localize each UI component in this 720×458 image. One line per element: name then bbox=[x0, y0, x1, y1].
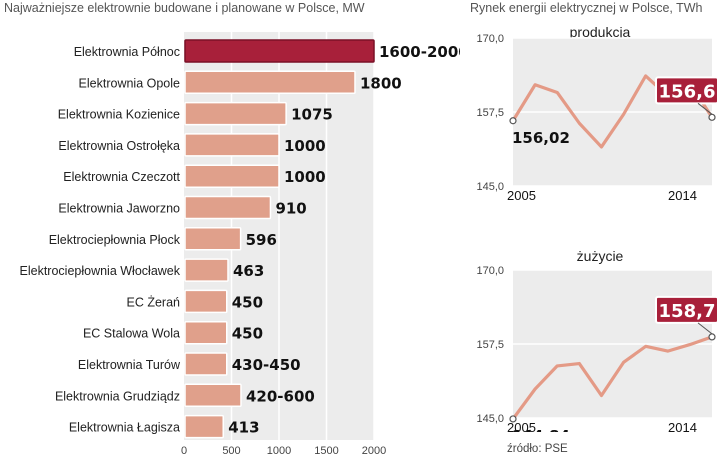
consumption-y-tick-label: 157,5 bbox=[476, 339, 504, 351]
production-x-label-start: 2005 bbox=[507, 188, 536, 200]
bar bbox=[184, 352, 228, 376]
production-point bbox=[708, 113, 716, 121]
production-x-label-end: 2014 bbox=[668, 188, 697, 200]
production-end-value-label: 156,6 bbox=[659, 81, 716, 102]
category-label: Elektrociepłownia Płock bbox=[49, 233, 181, 247]
bar-value-label: 463 bbox=[233, 262, 264, 280]
production-chart: 170,0 157,5 145,0 156,02 156,6 2005 2014 bbox=[476, 33, 719, 200]
bar-value-label: 1075 bbox=[291, 106, 333, 124]
consumption-y-tick-label: 145,0 bbox=[476, 413, 504, 425]
bar-value-label: 910 bbox=[275, 200, 306, 218]
consumption-end-value-label: 158,7 bbox=[659, 301, 716, 322]
energy-chart-title: Rynek energii elektrycznej w Polsce, TWh bbox=[470, 1, 703, 15]
bar bbox=[184, 414, 224, 439]
x-tick-label: 1000 bbox=[267, 445, 291, 457]
bar-chart: 0 500 1000 1500 2000 Elektrownia Północ 1600-2… bbox=[20, 32, 460, 457]
consumption-series-line bbox=[511, 335, 713, 420]
consumption-chart: 170,0 157,5 145,0 144,84 158,7 2005 2014 bbox=[476, 265, 719, 432]
category-label: EC Stalowa Wola bbox=[83, 327, 180, 341]
bar-value-label: 413 bbox=[228, 419, 259, 437]
consumption-y-tick-label: 170,0 bbox=[476, 265, 504, 277]
bar bbox=[184, 70, 356, 95]
category-label: Elektrownia Opole bbox=[79, 76, 180, 90]
bar-value-label: 1800 bbox=[360, 74, 402, 92]
category-label: Elektrociepłownia Włocławek bbox=[20, 264, 181, 278]
category-label: Elektrownia Kozienice bbox=[58, 108, 180, 122]
category-label: Elektrownia Czeczott bbox=[63, 170, 180, 184]
bar bbox=[184, 133, 280, 157]
bar bbox=[184, 289, 228, 314]
category-label: Elektrownia Grudziądz bbox=[55, 389, 180, 403]
bar bbox=[184, 383, 242, 408]
bar-value-label: 420-600 bbox=[246, 387, 315, 405]
bar-value-label: 450 bbox=[232, 325, 263, 343]
consumption-end-leader bbox=[697, 322, 713, 335]
bar bbox=[184, 164, 280, 188]
consumption-point bbox=[708, 333, 716, 341]
bar-value-label: 1000 bbox=[284, 137, 326, 155]
bar bbox=[184, 227, 242, 251]
category-label: Elektrownia Jaworzno bbox=[58, 202, 180, 216]
bar bbox=[184, 39, 375, 63]
x-tick-label: 1500 bbox=[314, 445, 338, 457]
consumption-chart-title: żużycie bbox=[576, 248, 624, 264]
bar bbox=[184, 101, 287, 126]
bar bbox=[184, 320, 228, 345]
bar-chart-title: Najważniejsze elektrownie budowane i pla… bbox=[4, 1, 365, 15]
bar bbox=[184, 195, 272, 220]
category-label: Elektrownia Turów bbox=[78, 358, 181, 372]
bar-value-label: 1000 bbox=[284, 168, 326, 186]
consumption-x-label-end: 2014 bbox=[668, 420, 697, 432]
category-label: EC Żerań bbox=[127, 295, 181, 309]
x-tick-label: 500 bbox=[222, 445, 240, 457]
production-end-leader bbox=[697, 102, 713, 115]
production-point bbox=[509, 117, 517, 125]
x-tick-label: 2000 bbox=[362, 445, 386, 457]
bar-value-label: 596 bbox=[246, 231, 277, 249]
production-y-tick-label: 157,5 bbox=[476, 107, 504, 119]
consumption-start-value-label: 144,84 bbox=[512, 427, 570, 432]
production-end-value-box bbox=[655, 76, 719, 105]
x-tick-label: 0 bbox=[181, 445, 187, 457]
category-label: Elektrownia Łagisza bbox=[69, 421, 180, 435]
bar-value-label: 430-450 bbox=[232, 356, 301, 374]
source-note: źródło: PSE bbox=[507, 443, 568, 455]
consumption-x-label-start: 2005 bbox=[507, 420, 536, 432]
production-y-tick-label: 145,0 bbox=[476, 181, 504, 193]
consumption-end-value-box bbox=[655, 295, 719, 324]
bar bbox=[184, 258, 229, 282]
category-label: Elektrownia Północ bbox=[74, 45, 180, 59]
category-label: Elektrownia Ostrołęka bbox=[58, 139, 180, 153]
production-chart-title: produkcja bbox=[569, 24, 631, 40]
bar-value-label: 450 bbox=[232, 293, 263, 311]
production-start-value-label: 156,02 bbox=[512, 129, 570, 147]
bar-value-label: 1600-2000 bbox=[379, 43, 460, 61]
production-y-tick-label: 170,0 bbox=[476, 33, 504, 45]
consumption-point bbox=[509, 415, 517, 423]
